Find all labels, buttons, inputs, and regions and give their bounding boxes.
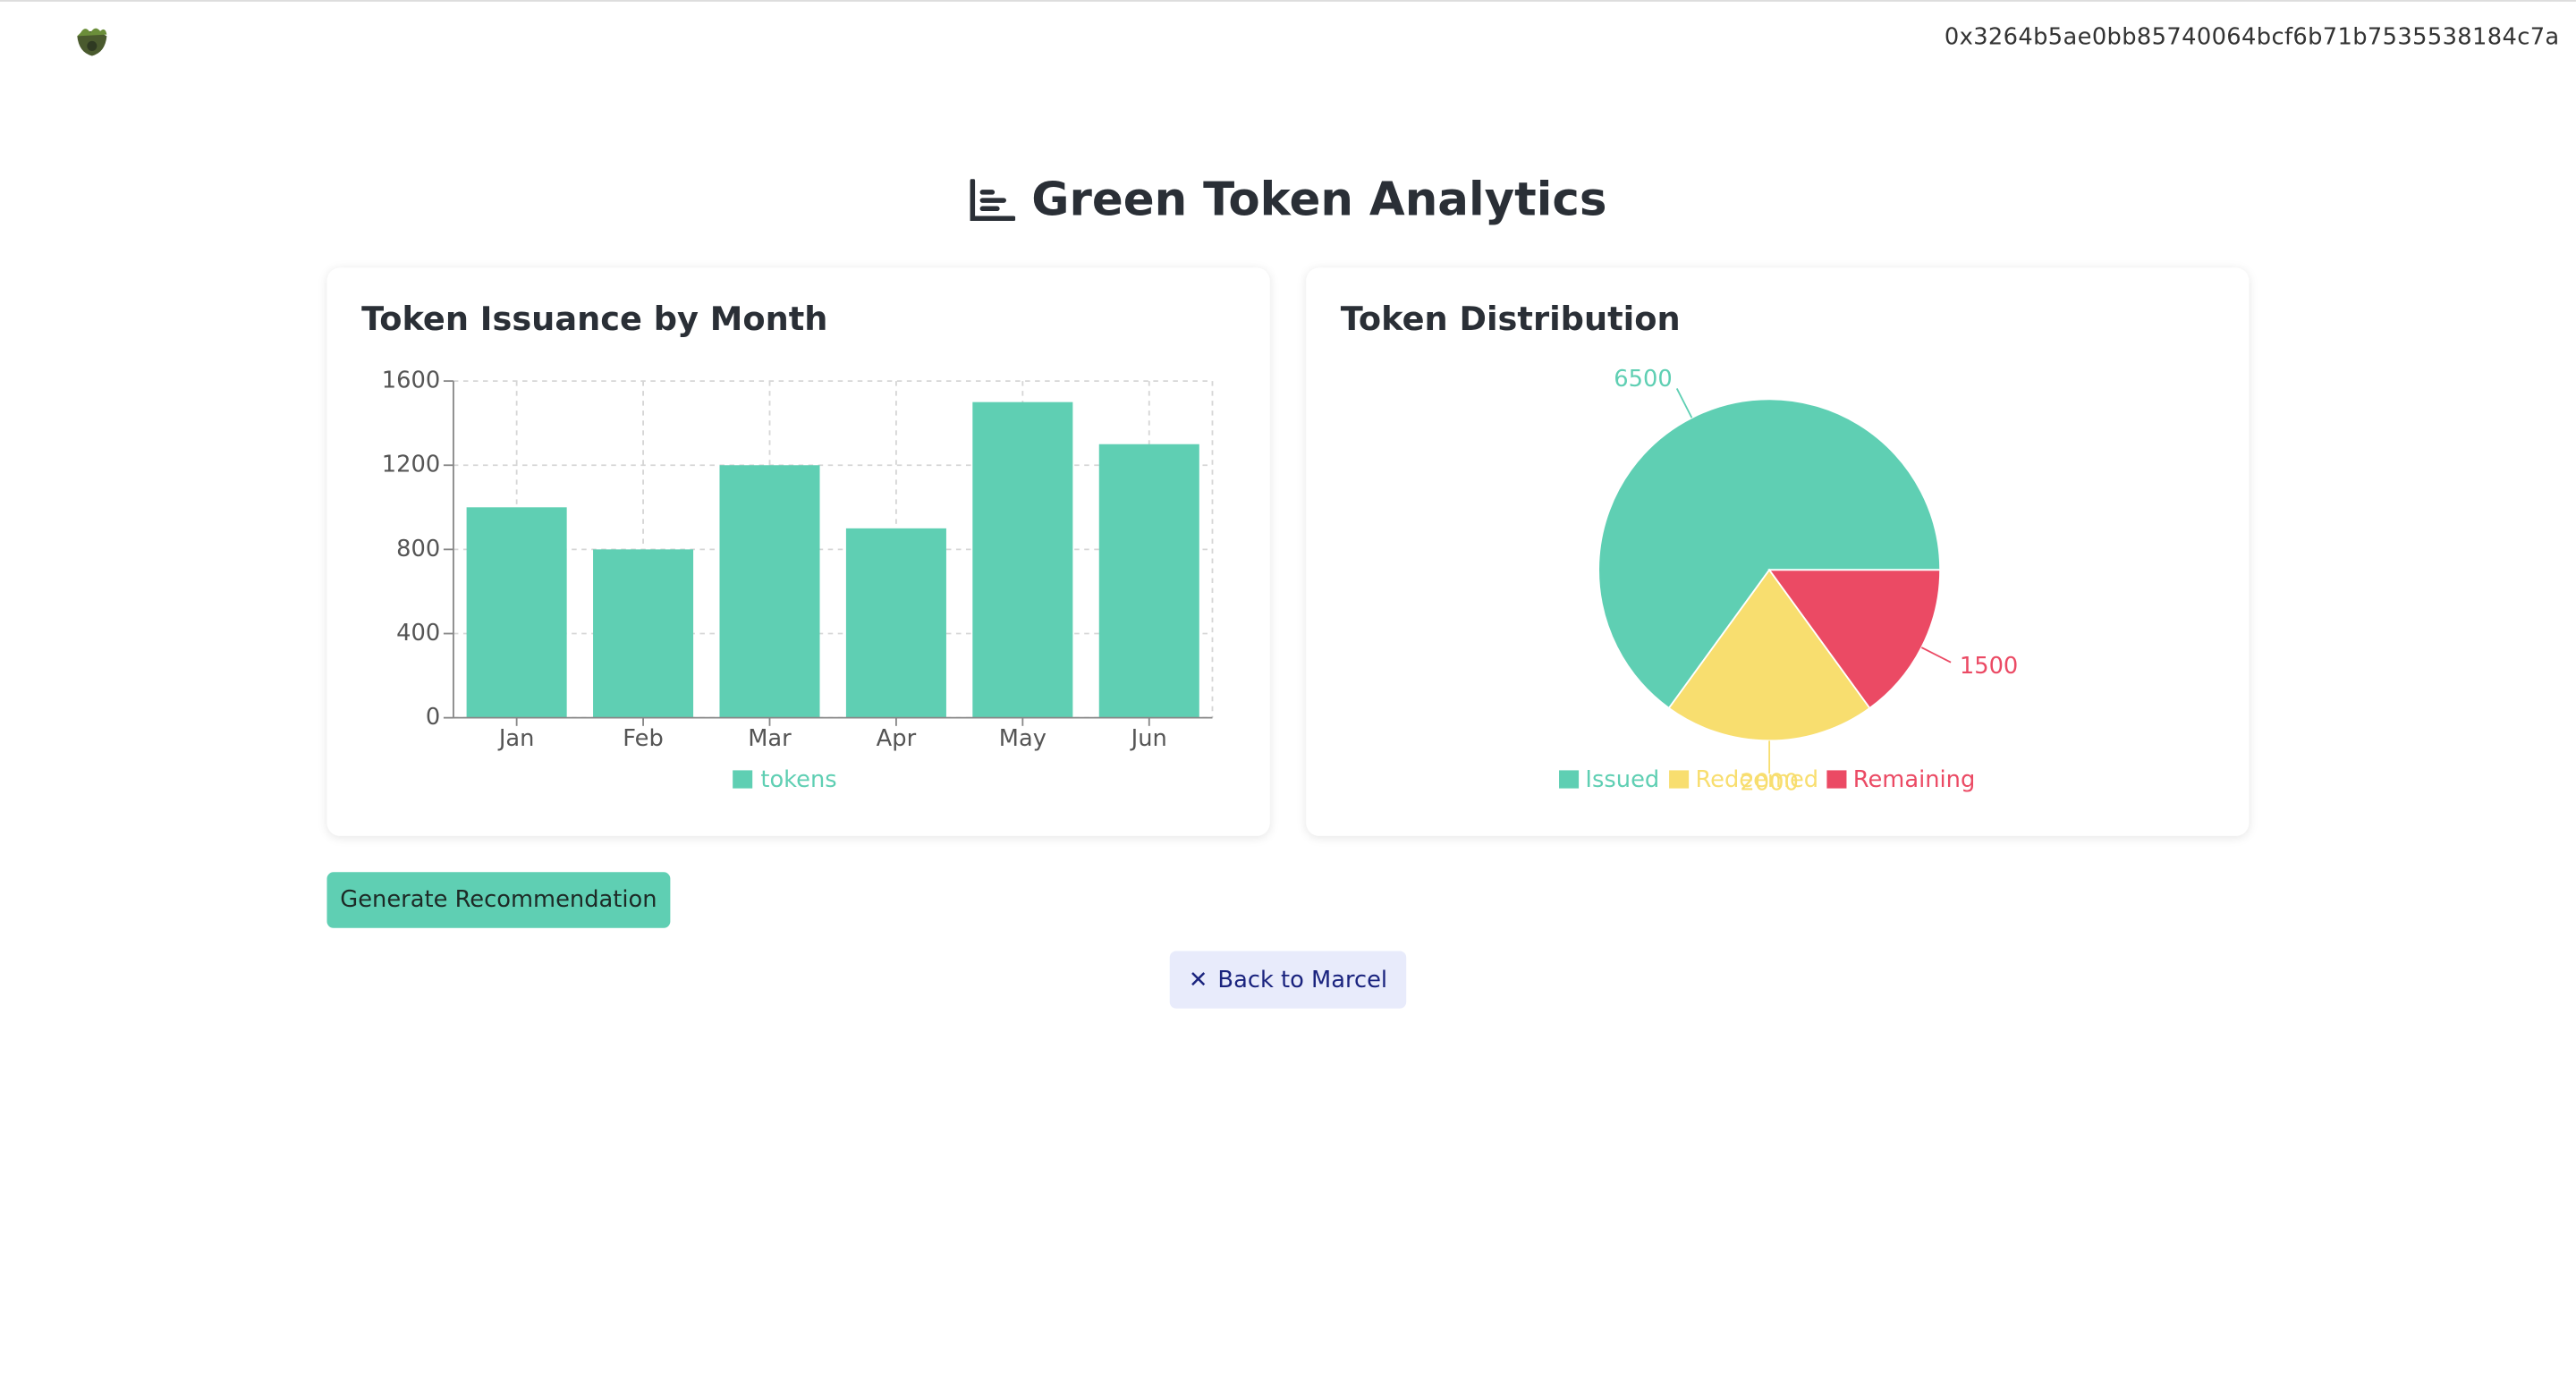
card-title: Token Issuance by Month xyxy=(361,299,828,339)
y-tick-label: 400 xyxy=(396,620,440,647)
x-tick-label: Apr xyxy=(877,725,917,752)
x-tick-label: Jan xyxy=(497,725,535,752)
bar xyxy=(845,528,946,718)
bar xyxy=(466,507,567,718)
wallet-address: 0x3264b5ae0bb85740064bcf6b71b7535538184c… xyxy=(1944,24,2560,51)
pie-slice xyxy=(1667,568,1871,742)
legend-label: Issued xyxy=(1585,766,1659,793)
chart-icon xyxy=(970,178,1016,222)
logo[interactable] xyxy=(72,23,112,59)
legend-label: tokens xyxy=(760,766,836,793)
bar-chart: 0 400 800 1200 1600 Jan Feb Mar Apr May Jun tokens xyxy=(382,368,1214,793)
label-line xyxy=(1675,387,1693,418)
slice-label: 6500 xyxy=(1614,366,1672,393)
label-line xyxy=(1920,647,1952,664)
legend-label: Redeemed xyxy=(1695,766,1818,793)
pie-card: Token Distribution 6500 2000 1500 Issued Red… xyxy=(1306,267,2250,836)
legend-swatch xyxy=(1826,770,1847,789)
slice-label: 2000 xyxy=(1740,770,1798,797)
legend-label: Remaining xyxy=(1853,766,1976,793)
pie-slice xyxy=(1597,398,1942,710)
y-tick-label: 800 xyxy=(396,536,440,562)
x-tick-label: Jun xyxy=(1130,725,1167,752)
card-title: Token Distribution xyxy=(1340,299,1681,339)
generate-button[interactable]: Generate Recommendation xyxy=(326,872,671,928)
y-tick-label: 1200 xyxy=(382,452,440,478)
slice-label: 1500 xyxy=(1960,653,2018,680)
y-tick-label: 1600 xyxy=(382,368,440,394)
bar xyxy=(593,549,694,718)
bar-card: Token Issuance by Month 0 400 800 1200 1600 J… xyxy=(326,267,1270,836)
x-tick-label: May xyxy=(999,725,1046,752)
back-button[interactable]: ✕ Back to Marcel xyxy=(1169,951,1407,1009)
legend-swatch xyxy=(1669,770,1690,789)
bar xyxy=(1098,444,1199,718)
legend-swatch xyxy=(1559,770,1580,789)
x-tick-label: Feb xyxy=(623,725,664,752)
bar xyxy=(972,402,1073,718)
back-label: Back to Marcel xyxy=(1217,966,1388,993)
page-title: Green Token Analytics xyxy=(0,172,2576,227)
pie-chart: 6500 2000 1500 Issued Redeemed Remaining xyxy=(1559,366,2018,797)
page-title-text: Green Token Analytics xyxy=(1031,172,1607,227)
y-tick-label: 0 xyxy=(426,704,440,731)
bar xyxy=(719,465,820,718)
legend-swatch xyxy=(733,770,753,789)
x-tick-label: Mar xyxy=(748,725,792,752)
close-icon: ✕ xyxy=(1188,966,1208,993)
